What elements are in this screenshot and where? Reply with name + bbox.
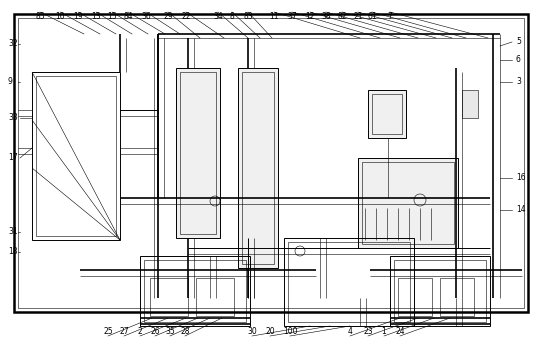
Text: 18: 18	[8, 248, 17, 257]
Text: 24: 24	[395, 327, 405, 336]
Text: 19: 19	[73, 12, 83, 21]
Bar	[36, 76, 116, 236]
Text: 34: 34	[213, 12, 223, 21]
Bar	[176, 68, 220, 238]
Text: 25: 25	[103, 327, 113, 336]
Text: 3: 3	[516, 78, 521, 86]
Text: 27: 27	[119, 327, 129, 336]
Text: 33: 33	[8, 114, 18, 122]
Bar	[362, 162, 454, 244]
Bar	[196, 278, 234, 316]
Bar	[358, 158, 458, 248]
Text: 11: 11	[269, 12, 279, 21]
Text: 8: 8	[230, 12, 234, 21]
Text: 38: 38	[321, 12, 331, 21]
Bar	[180, 72, 216, 234]
Bar	[150, 278, 188, 316]
Text: 12: 12	[305, 12, 315, 21]
Text: 30: 30	[247, 327, 257, 336]
Text: 26: 26	[150, 327, 160, 336]
Bar	[32, 72, 120, 240]
Text: 15: 15	[107, 12, 117, 21]
Bar	[398, 278, 432, 316]
Text: 17: 17	[8, 154, 18, 163]
Text: 7: 7	[388, 12, 392, 21]
Text: 37: 37	[287, 12, 297, 21]
Text: 21: 21	[353, 12, 363, 21]
Text: 82: 82	[337, 12, 347, 21]
Text: 83: 83	[243, 12, 253, 21]
Text: 2: 2	[138, 327, 143, 336]
Text: 28: 28	[180, 327, 190, 336]
Text: 14: 14	[516, 205, 526, 214]
Text: 16: 16	[516, 174, 526, 182]
Bar	[462, 90, 478, 118]
Text: 13: 13	[91, 12, 101, 21]
Bar	[242, 72, 274, 264]
Bar	[18, 18, 524, 308]
Text: 29: 29	[163, 12, 173, 21]
Bar	[14, 14, 528, 312]
Text: 32: 32	[8, 39, 18, 48]
Text: 5: 5	[516, 37, 521, 47]
Text: 6: 6	[516, 56, 521, 64]
Text: 10: 10	[55, 12, 65, 21]
Text: 35: 35	[165, 327, 175, 336]
Bar	[390, 256, 490, 326]
Text: 100: 100	[283, 327, 297, 336]
Text: 85: 85	[35, 12, 45, 21]
Text: 22: 22	[181, 12, 191, 21]
Bar	[394, 260, 486, 322]
Bar	[288, 242, 410, 322]
Bar	[144, 260, 246, 322]
Text: 31: 31	[8, 227, 18, 237]
Bar	[440, 278, 474, 316]
Text: 23: 23	[363, 327, 373, 336]
Bar	[372, 94, 402, 134]
Text: 9: 9	[8, 78, 13, 86]
Text: 36: 36	[141, 12, 151, 21]
Text: 61: 61	[367, 12, 377, 21]
Bar	[140, 256, 250, 326]
Text: 20: 20	[265, 327, 275, 336]
Text: 84: 84	[123, 12, 133, 21]
Bar	[238, 68, 278, 268]
Bar	[284, 238, 414, 326]
Text: 1: 1	[382, 327, 386, 336]
Text: 4: 4	[347, 327, 352, 336]
Bar	[368, 90, 406, 138]
